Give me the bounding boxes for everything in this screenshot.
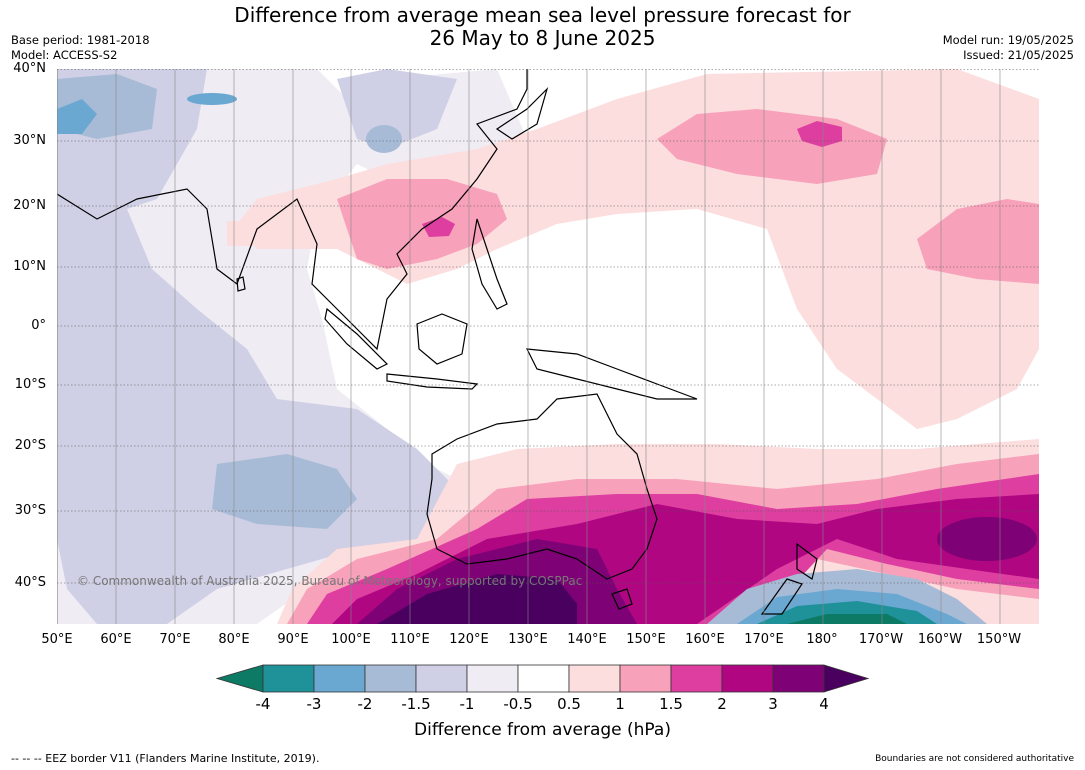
- coast-new-guinea: [525, 348, 698, 400]
- colorbar-swatch: [619, 664, 672, 693]
- colorbar-extend-high: [823, 664, 870, 693]
- issued-date: Issued: 21/05/2025: [963, 48, 1074, 62]
- colorbar-tick: -1: [459, 695, 475, 713]
- colorbar-tick: 1: [615, 695, 625, 713]
- coast-borneo: [416, 313, 468, 365]
- lon-label-80e: 80°E: [218, 632, 250, 647]
- anomaly-minus-2-himalaya: [187, 93, 237, 105]
- eez-footnote: -- -- -- EEZ border V11 (Flanders Marine…: [11, 752, 320, 765]
- lon-label-120e: 120°E: [449, 632, 489, 647]
- model-name: Model: ACCESS-S2: [11, 48, 118, 62]
- colorbar-tick: -1.5: [401, 695, 431, 713]
- meta-left: Base period: 1981-2018 Model: ACCESS-S2: [11, 33, 150, 63]
- coast-nz-north: [796, 542, 818, 580]
- colorbar-swatch: [721, 664, 774, 693]
- colorbar-swatch: [517, 664, 570, 693]
- boundary-disclaimer: Boundaries are not considered authoritat…: [875, 754, 1074, 764]
- colorbar-swatch: [772, 664, 825, 693]
- title-line-1: Difference from average mean sea level p…: [234, 3, 851, 27]
- colorbar-tick: -0.5: [503, 695, 533, 713]
- colorbar-tick: 1.5: [659, 695, 683, 713]
- lat-label-30n: 30°N: [13, 133, 46, 148]
- coast-sumatra: [324, 307, 389, 370]
- coast-sri-lanka: [236, 276, 246, 292]
- colorbar-swatch: [466, 664, 519, 693]
- anomaly-plus-1.5-scs: [422, 217, 455, 237]
- lat-label-10s: 10°S: [14, 377, 46, 392]
- lon-label-160e: 160°E: [685, 632, 725, 647]
- coast-java: [386, 373, 479, 390]
- lon-label-50e: 50°E: [41, 632, 73, 647]
- graticule: [57, 69, 1039, 584]
- lon-label-110e: 110°E: [390, 632, 430, 647]
- lon-label-100e: 100°E: [331, 632, 371, 647]
- colorbar-swatch: [415, 664, 468, 693]
- lon-label-170e: 170°E: [744, 632, 784, 647]
- colorbar-tick: 0.5: [557, 695, 581, 713]
- anomaly-minus-1-north: [337, 69, 457, 149]
- colorbar-swatch: [670, 664, 723, 693]
- colorbar-tick: 2: [717, 695, 727, 713]
- anomaly-plus-1-east: [917, 199, 1039, 284]
- meta-right: Model run: 19/05/2025 Issued: 21/05/2025: [943, 33, 1074, 63]
- coastlines: [57, 69, 818, 615]
- anomaly-minus-1: [57, 69, 457, 624]
- lat-label-40s: 40°S: [14, 575, 46, 590]
- colorbar-tick: 4: [819, 695, 829, 713]
- colorbar-extend-low: [215, 664, 264, 693]
- lon-label-160w: 160°W: [917, 632, 963, 647]
- anomaly-plus-4-south: [377, 574, 577, 624]
- colorbar-swatch: [262, 664, 315, 693]
- coast-japan: [495, 86, 549, 140]
- colorbar-swatch: [568, 664, 621, 693]
- lon-label-60e: 60°E: [100, 632, 132, 647]
- colorbar-tick: -2: [357, 695, 373, 713]
- title-line-2: 26 May to 8 June 2025: [429, 26, 656, 50]
- coast-nz-south: [760, 578, 803, 615]
- lat-label-20n: 20°N: [13, 198, 46, 213]
- lon-label-130e: 130°E: [508, 632, 548, 647]
- anomaly-minus-4-nz: [787, 614, 907, 624]
- anomaly-minus-1.5-tibet: [366, 125, 402, 153]
- base-period: Base period: 1981-2018: [11, 33, 150, 47]
- meridians: [57, 69, 1001, 624]
- colorbar-swatch: [364, 664, 417, 693]
- coast-australia: [426, 393, 658, 580]
- lon-label-150e: 150°E: [626, 632, 666, 647]
- colorbar-label: Difference from average (hPa): [414, 720, 671, 740]
- map-panel: © Commonwealth of Australia 2025, Bureau…: [57, 69, 1039, 624]
- lat-label-20s: 20°S: [14, 438, 46, 453]
- anomaly-minus-2: [57, 99, 97, 134]
- lon-label-140e: 140°E: [567, 632, 607, 647]
- colorbar-tick: -4: [255, 695, 271, 713]
- colorbar: [215, 664, 870, 693]
- colorbar-tick: -3: [306, 695, 322, 713]
- colorbar-swatch: [313, 664, 366, 693]
- lat-label-30s: 30°S: [14, 503, 46, 518]
- coast-tasmania: [611, 588, 633, 610]
- lat-label-10n: 10°N: [13, 259, 46, 274]
- model-run: Model run: 19/05/2025: [942, 33, 1074, 47]
- lat-label-40n: 40°N: [13, 61, 46, 76]
- anomaly-minus-1.5-south: [212, 454, 357, 529]
- anomaly-plus-1.5-pacific: [797, 121, 842, 147]
- colorbar-tick: 3: [768, 695, 778, 713]
- coast-philippines: [471, 218, 508, 310]
- lat-label-equator: 0°: [31, 318, 46, 333]
- lon-label-170w: 170°W: [858, 632, 904, 647]
- coast-asia: [57, 69, 528, 351]
- lon-label-70e: 70°E: [159, 632, 191, 647]
- copyright-notice: © Commonwealth of Australia 2025, Bureau…: [77, 574, 582, 588]
- lon-label-90e: 90°E: [277, 632, 309, 647]
- lon-label-150w: 150°W: [976, 632, 1022, 647]
- map-title: Difference from average mean sea level p…: [0, 4, 1085, 50]
- lon-label-180: 180°: [806, 632, 838, 647]
- anomaly-plus-3-east: [937, 517, 1037, 561]
